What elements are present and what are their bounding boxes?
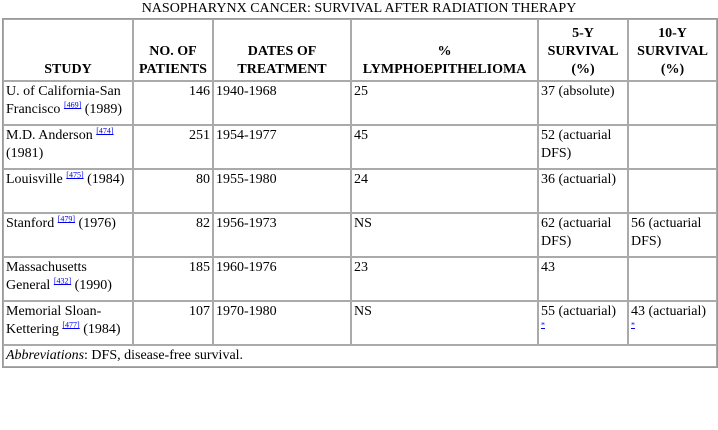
data-row: Memorial Sloan-Kettering [477] (1984) 107… (3, 301, 717, 345)
lymph-cell: 25 (351, 81, 538, 125)
table-title: NASOPHARYNX CANCER: SURVIVAL AFTER RADIA… (141, 1, 577, 16)
dates-cell: 1940-1968 (213, 81, 351, 125)
reference: [474] (96, 126, 113, 135)
survival-5y: 43 (541, 260, 555, 275)
dates-cell: 1960-1976 (213, 257, 351, 301)
study-cell: Stanford [479] (1976) (3, 213, 133, 257)
study-cell: Memorial Sloan-Kettering [477] (1984) (3, 301, 133, 345)
survival-5y-cell: 62 (actuarial DFS) (538, 213, 628, 257)
study-name: Massachusetts General (6, 260, 87, 293)
patients-cell: 146 (133, 81, 213, 125)
data-row: Louisville [475] (1984) 80 1955-1980 24 36 (… (3, 169, 717, 213)
column-header: % LYMPHOEPITHELIOMA (351, 19, 538, 81)
reference: [469] (64, 100, 81, 109)
reference-link[interactable]: [477] (62, 320, 80, 330)
patients-cell: 251 (133, 125, 213, 169)
dates-cell: 1956-1973 (213, 213, 351, 257)
note: * (631, 320, 635, 329)
column-header: DATES OF TREATMENT (213, 19, 351, 81)
note: * (541, 320, 545, 329)
column-header: 10-Y SURVIVAL (%) (628, 19, 717, 81)
reference: [477] (62, 320, 79, 329)
content: NASOPHARYNX CANCER: SURVIVAL AFTER RADIA… (2, 1, 718, 368)
survival-10y-cell (628, 81, 717, 125)
reference-link[interactable]: [479] (57, 214, 76, 224)
data-row: Massachusetts General [432] (1990) 185 196… (3, 257, 717, 301)
lymph-cell: NS (351, 301, 538, 345)
study-name: M.D. Anderson (6, 128, 93, 143)
lymph-cell: 24 (351, 169, 538, 213)
study-cell: M.D. Anderson [474] (1981) (3, 125, 133, 169)
dates-cell: 1955-1980 (213, 169, 351, 213)
footnote-cell: Abbreviations: DFS, disease-free surviva… (3, 345, 717, 367)
dates-cell: 1970-1980 (213, 301, 351, 345)
survival-5y: 37 (absolute) (541, 84, 615, 99)
reference-link[interactable]: [432] (53, 276, 72, 286)
study-name: Stanford (6, 216, 55, 231)
dates-cell: 1954-1977 (213, 125, 351, 169)
survival-5y-cell: 52 (actuarial DFS) (538, 125, 628, 169)
data-row: U. of California-San Francisco [469] (19… (3, 81, 717, 125)
column-header: STUDY (3, 19, 133, 81)
lymph-cell: NS (351, 213, 538, 257)
survival-5y: 55 (actuarial) (541, 304, 617, 319)
header-row: STUDY NO. OF PATIENTS DATES OF TREATMENT% … (3, 19, 717, 81)
reference: [475] (66, 170, 83, 179)
lymph-cell: 45 (351, 125, 538, 169)
patients-cell: 185 (133, 257, 213, 301)
survival-5y-cell: 55 (actuarial) * (538, 301, 628, 345)
reference-link[interactable]: [474] (96, 126, 114, 136)
study-name: Memorial Sloan-Kettering (6, 304, 102, 337)
column-header: NO. OF PATIENTS (133, 19, 213, 81)
study-name: U. of California-San Francisco (6, 84, 121, 117)
data-row: M.D. Anderson [474] (1981) 251 1954-1977 45… (3, 125, 717, 169)
survival-table: STUDY NO. OF PATIENTS DATES OF TREATMENT% … (2, 18, 718, 368)
study-year: (1984) (83, 322, 121, 337)
survival-5y-cell: 43 (538, 257, 628, 301)
note-link[interactable]: * (541, 320, 545, 330)
survival-10y-cell: 43 (actuarial) * (628, 301, 717, 345)
study-year: (1989) (84, 102, 123, 117)
survival-10y: 56 (actuarial DFS) (631, 216, 702, 249)
data-row: Stanford [479] (1976) 82 1956-1973 NS 62 (ac… (3, 213, 717, 257)
survival-10y-cell (628, 257, 717, 301)
footnote-term: Abbreviations (6, 348, 85, 363)
study-year: (1981) (6, 146, 44, 161)
survival-5y-cell: 37 (absolute) (538, 81, 628, 125)
lymph-cell: 23 (351, 257, 538, 301)
patients-cell: 82 (133, 213, 213, 257)
column-header: 5-Y SURVIVAL (%) (538, 19, 628, 81)
study-year: (1990) (74, 278, 112, 293)
study-cell: Louisville [475] (1984) (3, 169, 133, 213)
patients-cell: 80 (133, 169, 213, 213)
patients-cell: 107 (133, 301, 213, 345)
survival-5y: 52 (actuarial DFS) (541, 128, 612, 161)
study-year: (1984) (87, 172, 125, 187)
study-year: (1976) (78, 216, 116, 231)
survival-10y-cell: 56 (actuarial DFS) (628, 213, 717, 257)
note-link[interactable]: * (631, 320, 635, 330)
reference-link[interactable]: [475] (66, 170, 84, 180)
study-cell: Massachusetts General [432] (1990) (3, 257, 133, 301)
study-name: Louisville (6, 172, 63, 187)
reference-link[interactable]: [469] (63, 100, 82, 110)
survival-10y-cell (628, 125, 717, 169)
footnote-text: : DFS, disease-free survival. (84, 348, 244, 363)
survival-10y-cell (628, 169, 717, 213)
reference: [432] (54, 276, 71, 285)
survival-5y: 62 (actuarial DFS) (541, 216, 612, 249)
footnote-row: Abbreviations: DFS, disease-free surviva… (3, 345, 717, 367)
reference: [479] (58, 214, 75, 223)
survival-5y: 36 (actuarial) (541, 172, 617, 187)
survival-5y-cell: 36 (actuarial) (538, 169, 628, 213)
survival-10y: 43 (actuarial) (631, 304, 707, 319)
study-cell: U. of California-San Francisco [469] (19… (3, 81, 133, 125)
